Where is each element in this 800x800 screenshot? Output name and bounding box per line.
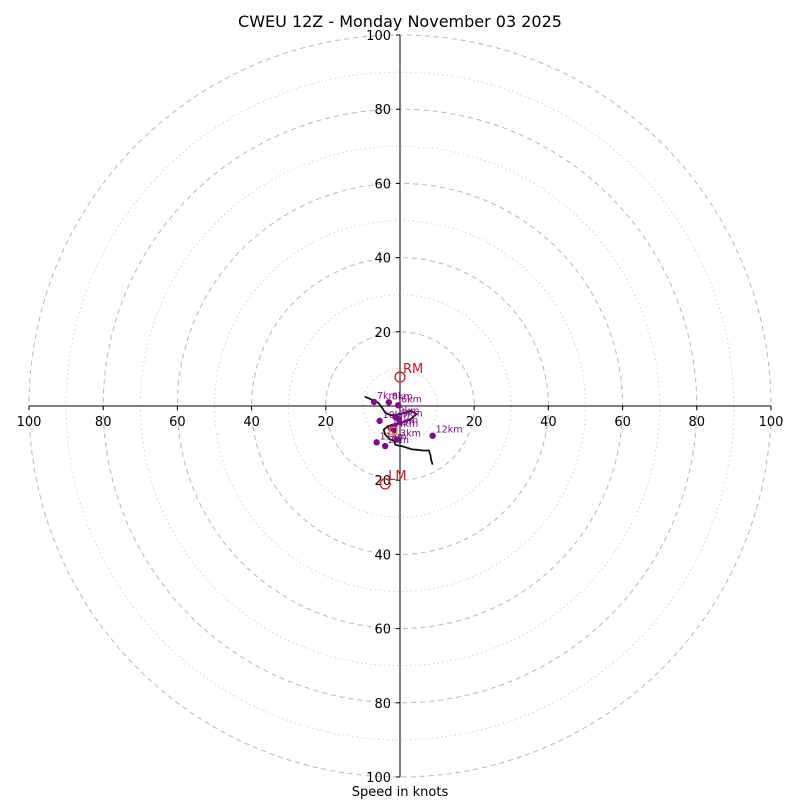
storm-motion-label-lm: LM: [388, 469, 406, 484]
height-label-12km: 12km: [436, 425, 463, 436]
y-tick-label: 100: [366, 771, 391, 786]
y-tick-label: 20: [374, 474, 391, 489]
height-label-7km: 7km: [377, 391, 398, 402]
height-marker-4km: [391, 426, 398, 434]
y-tick-label: 40: [374, 548, 391, 563]
x-tick-label: 20: [318, 415, 335, 430]
height-label-6km: 6km: [401, 394, 422, 405]
mean-wind-marker: [389, 426, 398, 436]
storm-motion-marker-rm: [394, 371, 406, 383]
x-tick-label: 60: [169, 415, 186, 430]
height-label-3km: 3km: [400, 428, 421, 439]
height-label-5km: 5km: [402, 408, 423, 419]
height-marker-7km: [370, 398, 378, 406]
x-tick-label: 100: [17, 415, 42, 430]
hodograph-line: [364, 395, 434, 465]
height-marker-10km: [376, 417, 383, 425]
y-tick-label: 80: [374, 103, 391, 118]
x-tick-label: 100: [759, 415, 784, 430]
chart-title: CWEU 12Z - Monday November 03 2025: [238, 12, 562, 31]
axis-ticks: 100 80 60 40 20 20 40 60 80 100 100 80 60 40 20 20 40 60 8…: [17, 29, 784, 786]
storm-motion-marker-lm: [379, 478, 391, 490]
x-tick-label: 60: [614, 415, 631, 430]
height-marker-9km: [392, 413, 399, 421]
height-marker-8km: [385, 399, 393, 406]
y-tick-label: 100: [366, 29, 391, 44]
y-tick-label: 60: [374, 177, 391, 192]
height-label-11km: 11km: [380, 431, 407, 442]
y-tick-label: 80: [374, 697, 391, 712]
x-tick-label: 80: [689, 415, 706, 430]
height-label-4km: 4km: [397, 419, 418, 430]
x-axis-label: Speed in knots: [352, 785, 449, 800]
y-tick-label: 60: [374, 623, 391, 638]
y-tick-label: 20: [374, 326, 391, 341]
x-tick-label: 40: [243, 415, 260, 430]
storm-motion-label-rm: RM: [403, 362, 423, 377]
x-tick-label: 80: [95, 415, 112, 430]
height-marker-2km: [381, 442, 389, 450]
height-marker-3km: [393, 436, 401, 443]
height-label-9km: 9km: [399, 406, 420, 417]
height-label-1km: 1km: [397, 415, 418, 426]
x-tick-label: 20: [466, 415, 483, 430]
height-label-10km: 10km: [383, 410, 410, 421]
x-tick-label: 40: [540, 415, 557, 430]
height-marker-6km: [394, 402, 402, 409]
height-markers: 0km1km2km3km4km5km6km7km8km9km10km11km12…: [370, 391, 463, 450]
height-marker-12km: [429, 432, 436, 439]
y-tick-label: 40: [374, 252, 391, 267]
height-label-8km: 8km: [392, 391, 413, 402]
height-label-0km: 0km: [394, 417, 415, 428]
storm-motion-markers: RM LM: [379, 362, 423, 490]
height-marker-11km: [373, 439, 380, 446]
hodograph-trace: [364, 395, 434, 465]
